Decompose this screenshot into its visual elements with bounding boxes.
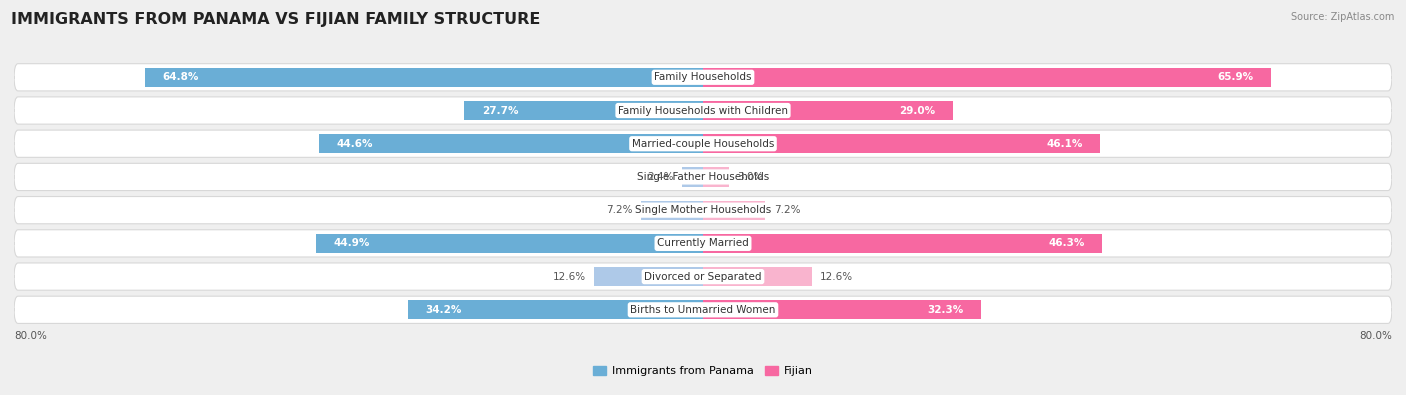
Bar [595,267,703,286]
Bar [703,134,1099,153]
Text: 80.0%: 80.0% [1360,331,1392,341]
Text: 7.2%: 7.2% [773,205,800,215]
Text: 2.4%: 2.4% [647,172,673,182]
Bar [703,234,1102,253]
Text: 46.3%: 46.3% [1047,238,1084,248]
Text: Divorced or Separated: Divorced or Separated [644,272,762,282]
Text: 46.1%: 46.1% [1046,139,1083,149]
Text: Births to Unmarried Women: Births to Unmarried Women [630,305,776,315]
Text: Currently Married: Currently Married [657,238,749,248]
FancyBboxPatch shape [14,197,1392,224]
Text: 27.7%: 27.7% [482,105,519,115]
Legend: Immigrants from Panama, Fijian: Immigrants from Panama, Fijian [589,361,817,381]
Bar [641,201,703,220]
FancyBboxPatch shape [14,97,1392,124]
Bar [703,167,728,186]
Text: IMMIGRANTS FROM PANAMA VS FIJIAN FAMILY STRUCTURE: IMMIGRANTS FROM PANAMA VS FIJIAN FAMILY … [11,12,541,27]
Text: 34.2%: 34.2% [426,305,463,315]
Bar [145,68,703,87]
FancyBboxPatch shape [14,130,1392,157]
Bar [464,101,703,120]
FancyBboxPatch shape [14,64,1392,91]
Text: 29.0%: 29.0% [900,105,935,115]
Text: 64.8%: 64.8% [162,72,198,82]
FancyBboxPatch shape [14,263,1392,290]
Text: Family Households: Family Households [654,72,752,82]
Text: 12.6%: 12.6% [820,272,853,282]
Text: 65.9%: 65.9% [1218,72,1253,82]
Bar [316,234,703,253]
Bar [703,300,981,320]
Text: 44.9%: 44.9% [333,238,370,248]
Text: Married-couple Households: Married-couple Households [631,139,775,149]
Bar [703,68,1271,87]
FancyBboxPatch shape [14,296,1392,324]
FancyBboxPatch shape [14,230,1392,257]
Text: Family Households with Children: Family Households with Children [619,105,787,115]
Text: Source: ZipAtlas.com: Source: ZipAtlas.com [1291,12,1395,22]
Text: 12.6%: 12.6% [553,272,586,282]
Bar [703,101,953,120]
Text: 80.0%: 80.0% [14,331,46,341]
Text: Single Mother Households: Single Mother Households [636,205,770,215]
Bar [703,267,811,286]
Bar [319,134,703,153]
Text: 32.3%: 32.3% [928,305,965,315]
Text: 3.0%: 3.0% [738,172,763,182]
Bar [409,300,703,320]
Bar [682,167,703,186]
Text: 7.2%: 7.2% [606,205,633,215]
FancyBboxPatch shape [14,163,1392,190]
Text: 44.6%: 44.6% [336,139,373,149]
Text: Single Father Households: Single Father Households [637,172,769,182]
Bar [703,201,765,220]
